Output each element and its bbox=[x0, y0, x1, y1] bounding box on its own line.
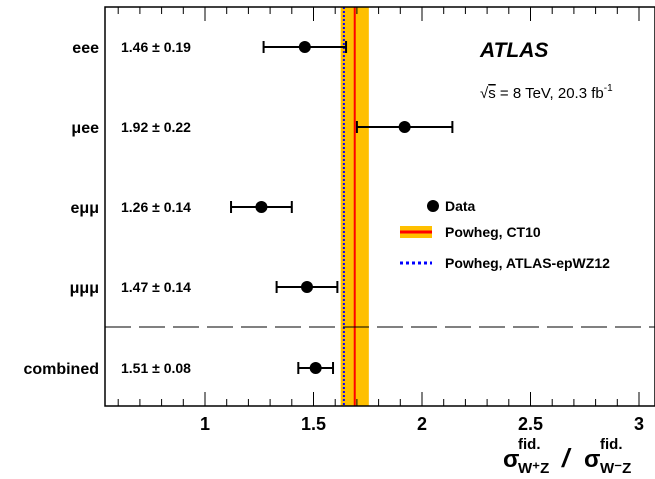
measurement-row: combined 1.51 ± 0.08 bbox=[23, 360, 335, 378]
legend-epwz12-label: Powheg, ATLAS-epWZ12 bbox=[445, 255, 610, 271]
measurement-row: eμμ 1.26 ± 0.14 bbox=[71, 199, 293, 217]
value-label: 1.92 ± 0.22 bbox=[121, 119, 191, 135]
energy-s: s bbox=[488, 85, 496, 102]
channel-label: combined bbox=[23, 361, 99, 378]
data-point bbox=[300, 281, 313, 293]
xlabel-sub1: W⁺Z bbox=[518, 460, 549, 477]
xlabel-sup1: fid. bbox=[518, 436, 541, 453]
energy-exponent: -1 bbox=[604, 83, 613, 94]
energy-luminosity-label: √s = 8 TeV, 20.3 fb-1 bbox=[480, 83, 613, 102]
value-label: 1.47 ± 0.14 bbox=[121, 279, 191, 295]
xlabel-slash: / bbox=[561, 443, 572, 473]
legend-data-label: Data bbox=[445, 198, 476, 214]
x-tick-label: 2 bbox=[417, 414, 427, 434]
data-point bbox=[255, 201, 268, 213]
channel-label: μee bbox=[71, 120, 99, 137]
xlabel-sigma2: σ bbox=[584, 446, 600, 473]
value-label: 1.51 ± 0.08 bbox=[121, 360, 191, 376]
xlabel-sup2: fid. bbox=[600, 436, 623, 453]
x-tick-label: 3 bbox=[634, 414, 644, 434]
measurement-rows: eee 1.46 ± 0.19 μee 1.92 ± 0.22 eμμ 1.26 ± 0.… bbox=[23, 39, 454, 378]
channel-label: eμμ bbox=[71, 200, 99, 217]
legend-ct10-label: Powheg, CT10 bbox=[445, 224, 541, 240]
measurement-row: μμμ 1.47 ± 0.14 bbox=[70, 279, 339, 297]
channel-label: μμμ bbox=[70, 280, 99, 297]
legend-data-marker bbox=[427, 200, 439, 212]
x-axis-tick-labels: 1 1.5 2 2.5 3 bbox=[200, 414, 644, 434]
xlabel-sub2: W⁻Z bbox=[600, 460, 631, 477]
channel-label: eee bbox=[72, 40, 99, 57]
measurement-row: eee 1.46 ± 0.19 bbox=[72, 39, 348, 57]
x-tick-label: 2.5 bbox=[518, 414, 543, 434]
energy-text: = 8 TeV, 20.3 fb bbox=[496, 85, 604, 102]
atlas-label: ATLAS bbox=[479, 39, 548, 62]
data-point bbox=[298, 41, 311, 53]
value-label: 1.46 ± 0.19 bbox=[121, 39, 191, 55]
x-tick-label: 1 bbox=[200, 414, 210, 434]
data-point bbox=[309, 362, 322, 374]
xlabel-sigma1: σ bbox=[503, 446, 519, 473]
x-axis-label: σ fid. W⁺Z / σ fid. W⁻Z bbox=[503, 436, 631, 477]
sqrt-symbol: √ bbox=[480, 85, 489, 102]
measurement-row: μee 1.92 ± 0.22 bbox=[71, 119, 454, 137]
data-point bbox=[398, 121, 411, 133]
value-label: 1.26 ± 0.14 bbox=[121, 199, 191, 215]
legend: Data Powheg, CT10 Powheg, ATLAS-epWZ12 bbox=[400, 198, 610, 271]
plot-frame bbox=[104, 6, 655, 407]
x-axis-ticks bbox=[117, 7, 640, 406]
x-tick-label: 1.5 bbox=[301, 414, 326, 434]
